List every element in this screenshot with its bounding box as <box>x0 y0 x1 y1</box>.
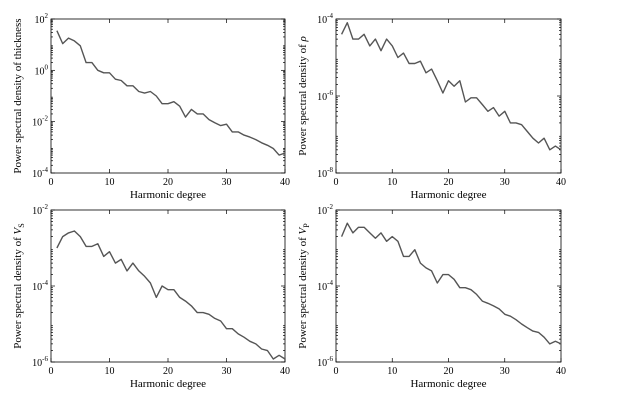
y-tick-label: 100 <box>35 63 49 77</box>
y-tick-label: 10-2 <box>32 115 48 129</box>
x-tick-label: 30 <box>500 366 510 377</box>
plot-frame <box>335 18 562 174</box>
x-tick-label: 20 <box>163 177 173 188</box>
y-tick-base: 10 <box>317 15 327 26</box>
y-tick-label: 10-4 <box>317 279 333 293</box>
y-axis-label-variable: ρ <box>297 36 309 42</box>
x-tick-label: 40 <box>280 366 290 377</box>
x-tick-label: 20 <box>444 177 454 188</box>
y-tick-base: 10 <box>317 358 327 369</box>
x-axis-label: Harmonic degree <box>130 189 206 201</box>
series-line <box>56 30 286 156</box>
y-tick-exponent: -2 <box>42 115 48 123</box>
y-tick-base: 10 <box>317 206 327 217</box>
x-axis-label: Harmonic degree <box>410 378 486 390</box>
y-axis-label-subscript: P <box>302 223 311 228</box>
y-tick-base: 10 <box>32 118 42 129</box>
y-tick-base: 10 <box>32 169 42 180</box>
plot-frame <box>50 18 286 174</box>
x-tick-label: 0 <box>334 366 339 377</box>
y-tick-exponent: -4 <box>327 279 333 287</box>
y-tick-exponent: -4 <box>42 166 48 174</box>
y-tick-label: 10-6 <box>317 355 333 369</box>
y-tick-label: 10-6 <box>317 89 333 103</box>
series-line <box>340 22 562 151</box>
y-tick-base: 10 <box>317 169 327 180</box>
y-tick-exponent: 0 <box>45 63 49 71</box>
x-tick-label: 10 <box>105 177 115 188</box>
y-axis-label-variable: V <box>12 226 24 234</box>
y-tick-exponent: -4 <box>327 12 333 20</box>
y-axis-label: Power spectral density of VP <box>297 223 311 349</box>
y-tick-exponent: 2 <box>45 12 49 20</box>
y-tick-exponent: -4 <box>42 279 48 287</box>
y-tick-exponent: -2 <box>42 203 48 211</box>
y-axis-label-text: Power spectral density of <box>12 234 24 348</box>
series-line <box>56 230 286 360</box>
y-axis-label: Power spectral density of VS <box>12 223 26 348</box>
y-tick-label: 10-4 <box>32 166 48 180</box>
y-tick-base: 10 <box>35 15 45 26</box>
y-tick-label: 102 <box>35 12 49 26</box>
y-tick-label: 10-2 <box>32 203 48 217</box>
y-tick-label: 10-6 <box>32 355 48 369</box>
y-axis-label-variable: V <box>297 226 309 234</box>
x-tick-label: 10 <box>105 366 115 377</box>
y-axis-label-subscript: S <box>17 223 26 227</box>
series-line <box>340 222 562 345</box>
x-tick-label: 0 <box>49 177 54 188</box>
x-axis-label: Harmonic degree <box>130 378 206 390</box>
x-axis-label: Harmonic degree <box>410 189 486 201</box>
x-tick-label: 30 <box>500 177 510 188</box>
y-tick-exponent: -6 <box>42 355 48 363</box>
plot-frame <box>50 209 286 363</box>
x-tick-label: 20 <box>444 366 454 377</box>
y-tick-label: 10-2 <box>317 203 333 217</box>
y-tick-exponent: -6 <box>327 89 333 97</box>
x-tick-label: 10 <box>387 366 397 377</box>
y-tick-base: 10 <box>32 282 42 293</box>
y-tick-exponent: -2 <box>327 203 333 211</box>
y-tick-base: 10 <box>317 92 327 103</box>
y-tick-label: 10-4 <box>32 279 48 293</box>
y-axis-label-text: Power spectral density of <box>297 234 309 348</box>
x-tick-label: 10 <box>387 177 397 188</box>
x-tick-label: 20 <box>163 366 173 377</box>
y-tick-base: 10 <box>35 66 45 77</box>
y-axis-label: Power spectral density of thickness <box>12 18 24 173</box>
x-tick-label: 40 <box>556 177 566 188</box>
y-axis-label-text: Power spectral density of thickness <box>12 18 24 173</box>
x-tick-label: 40 <box>556 366 566 377</box>
y-tick-exponent: -6 <box>327 355 333 363</box>
y-axis-label-text: Power spectral density of <box>297 42 309 156</box>
y-tick-base: 10 <box>317 282 327 293</box>
y-tick-label: 10-4 <box>317 12 333 26</box>
x-tick-label: 0 <box>49 366 54 377</box>
y-tick-base: 10 <box>32 206 42 217</box>
x-tick-label: 30 <box>222 366 232 377</box>
y-tick-base: 10 <box>32 358 42 369</box>
y-tick-label: 10-8 <box>317 166 333 180</box>
x-tick-label: 40 <box>280 177 290 188</box>
y-axis-label: Power spectral density of ρ <box>297 36 309 156</box>
y-tick-exponent: -8 <box>327 166 333 174</box>
x-tick-label: 30 <box>222 177 232 188</box>
x-tick-label: 0 <box>334 177 339 188</box>
